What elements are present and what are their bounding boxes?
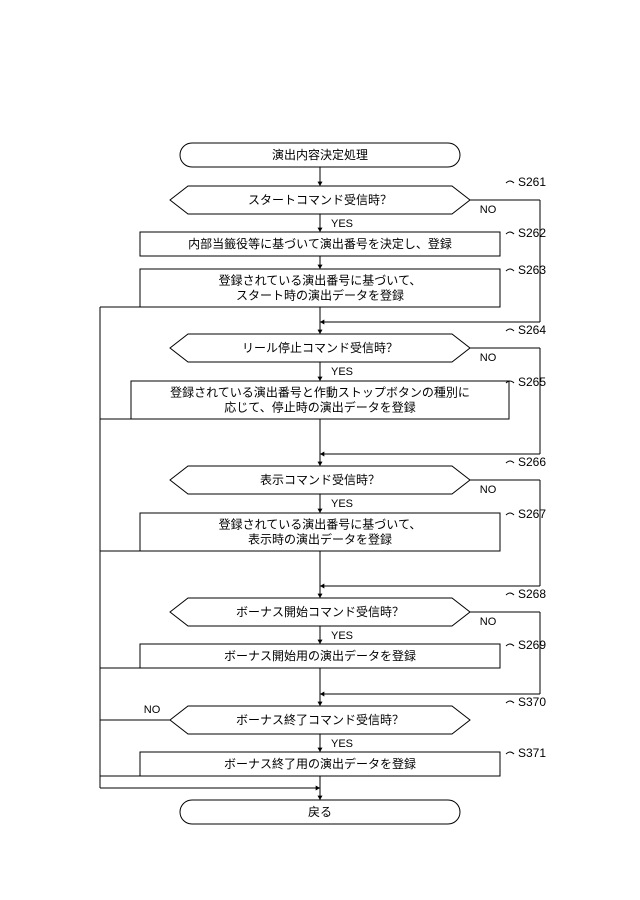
svg-text:S266: S266 (518, 455, 546, 469)
svg-text:YES: YES (331, 498, 353, 510)
svg-text:戻る: 戻る (308, 805, 332, 819)
svg-text:S261: S261 (518, 175, 546, 189)
svg-text:NO: NO (144, 704, 161, 716)
svg-text:表示コマンド受信時？: 表示コマンド受信時？ (260, 473, 380, 487)
svg-text:応じて、停止時の演出データを登録: 応じて、停止時の演出データを登録 (224, 400, 415, 415)
svg-text:スタート時の演出データを登録: スタート時の演出データを登録 (236, 288, 404, 303)
svg-text:リール停止コマンド受信時？: リール停止コマンド受信時？ (242, 340, 398, 355)
svg-text:表示時の演出データを登録: 表示時の演出データを登録 (248, 532, 392, 547)
svg-text:登録されている演出番号に基づいて、: 登録されている演出番号に基づいて、 (219, 273, 422, 288)
svg-text:S371: S371 (518, 746, 546, 760)
svg-text:ボーナス開始コマンド受信時？: ボーナス開始コマンド受信時？ (236, 605, 404, 619)
svg-text:S263: S263 (518, 263, 546, 277)
svg-text:S268: S268 (518, 587, 546, 601)
svg-text:YES: YES (331, 218, 353, 230)
svg-text:スタートコマンド受信時？: スタートコマンド受信時？ (248, 193, 392, 207)
svg-text:NO: NO (480, 352, 497, 364)
svg-text:NO: NO (480, 204, 497, 216)
svg-text:演出内容決定処理: 演出内容決定処理 (272, 147, 368, 162)
svg-text:S265: S265 (518, 375, 546, 389)
svg-text:ボーナス開始用の演出データを登録: ボーナス開始用の演出データを登録 (224, 648, 416, 663)
svg-text:YES: YES (331, 630, 353, 642)
svg-text:S370: S370 (518, 695, 546, 709)
svg-text:NO: NO (480, 616, 497, 628)
svg-text:ボーナス終了コマンド受信時？: ボーナス終了コマンド受信時？ (236, 712, 404, 727)
svg-text:登録されている演出番号に基づいて、: 登録されている演出番号に基づいて、 (219, 517, 422, 532)
svg-text:S262: S262 (518, 226, 546, 240)
svg-text:ボーナス終了用の演出データを登録: ボーナス終了用の演出データを登録 (224, 756, 416, 771)
svg-text:NO: NO (480, 484, 497, 496)
svg-text:YES: YES (331, 366, 353, 378)
svg-text:S267: S267 (518, 507, 546, 521)
svg-text:S269: S269 (518, 638, 546, 652)
svg-text:内部当籤役等に基づいて演出番号を決定し、登録: 内部当籤役等に基づいて演出番号を決定し、登録 (188, 236, 452, 251)
svg-text:YES: YES (331, 738, 353, 750)
svg-text:登録されている演出番号と作動ストップボタンの種別に: 登録されている演出番号と作動ストップボタンの種別に (170, 385, 470, 400)
svg-text:S264: S264 (518, 323, 546, 337)
